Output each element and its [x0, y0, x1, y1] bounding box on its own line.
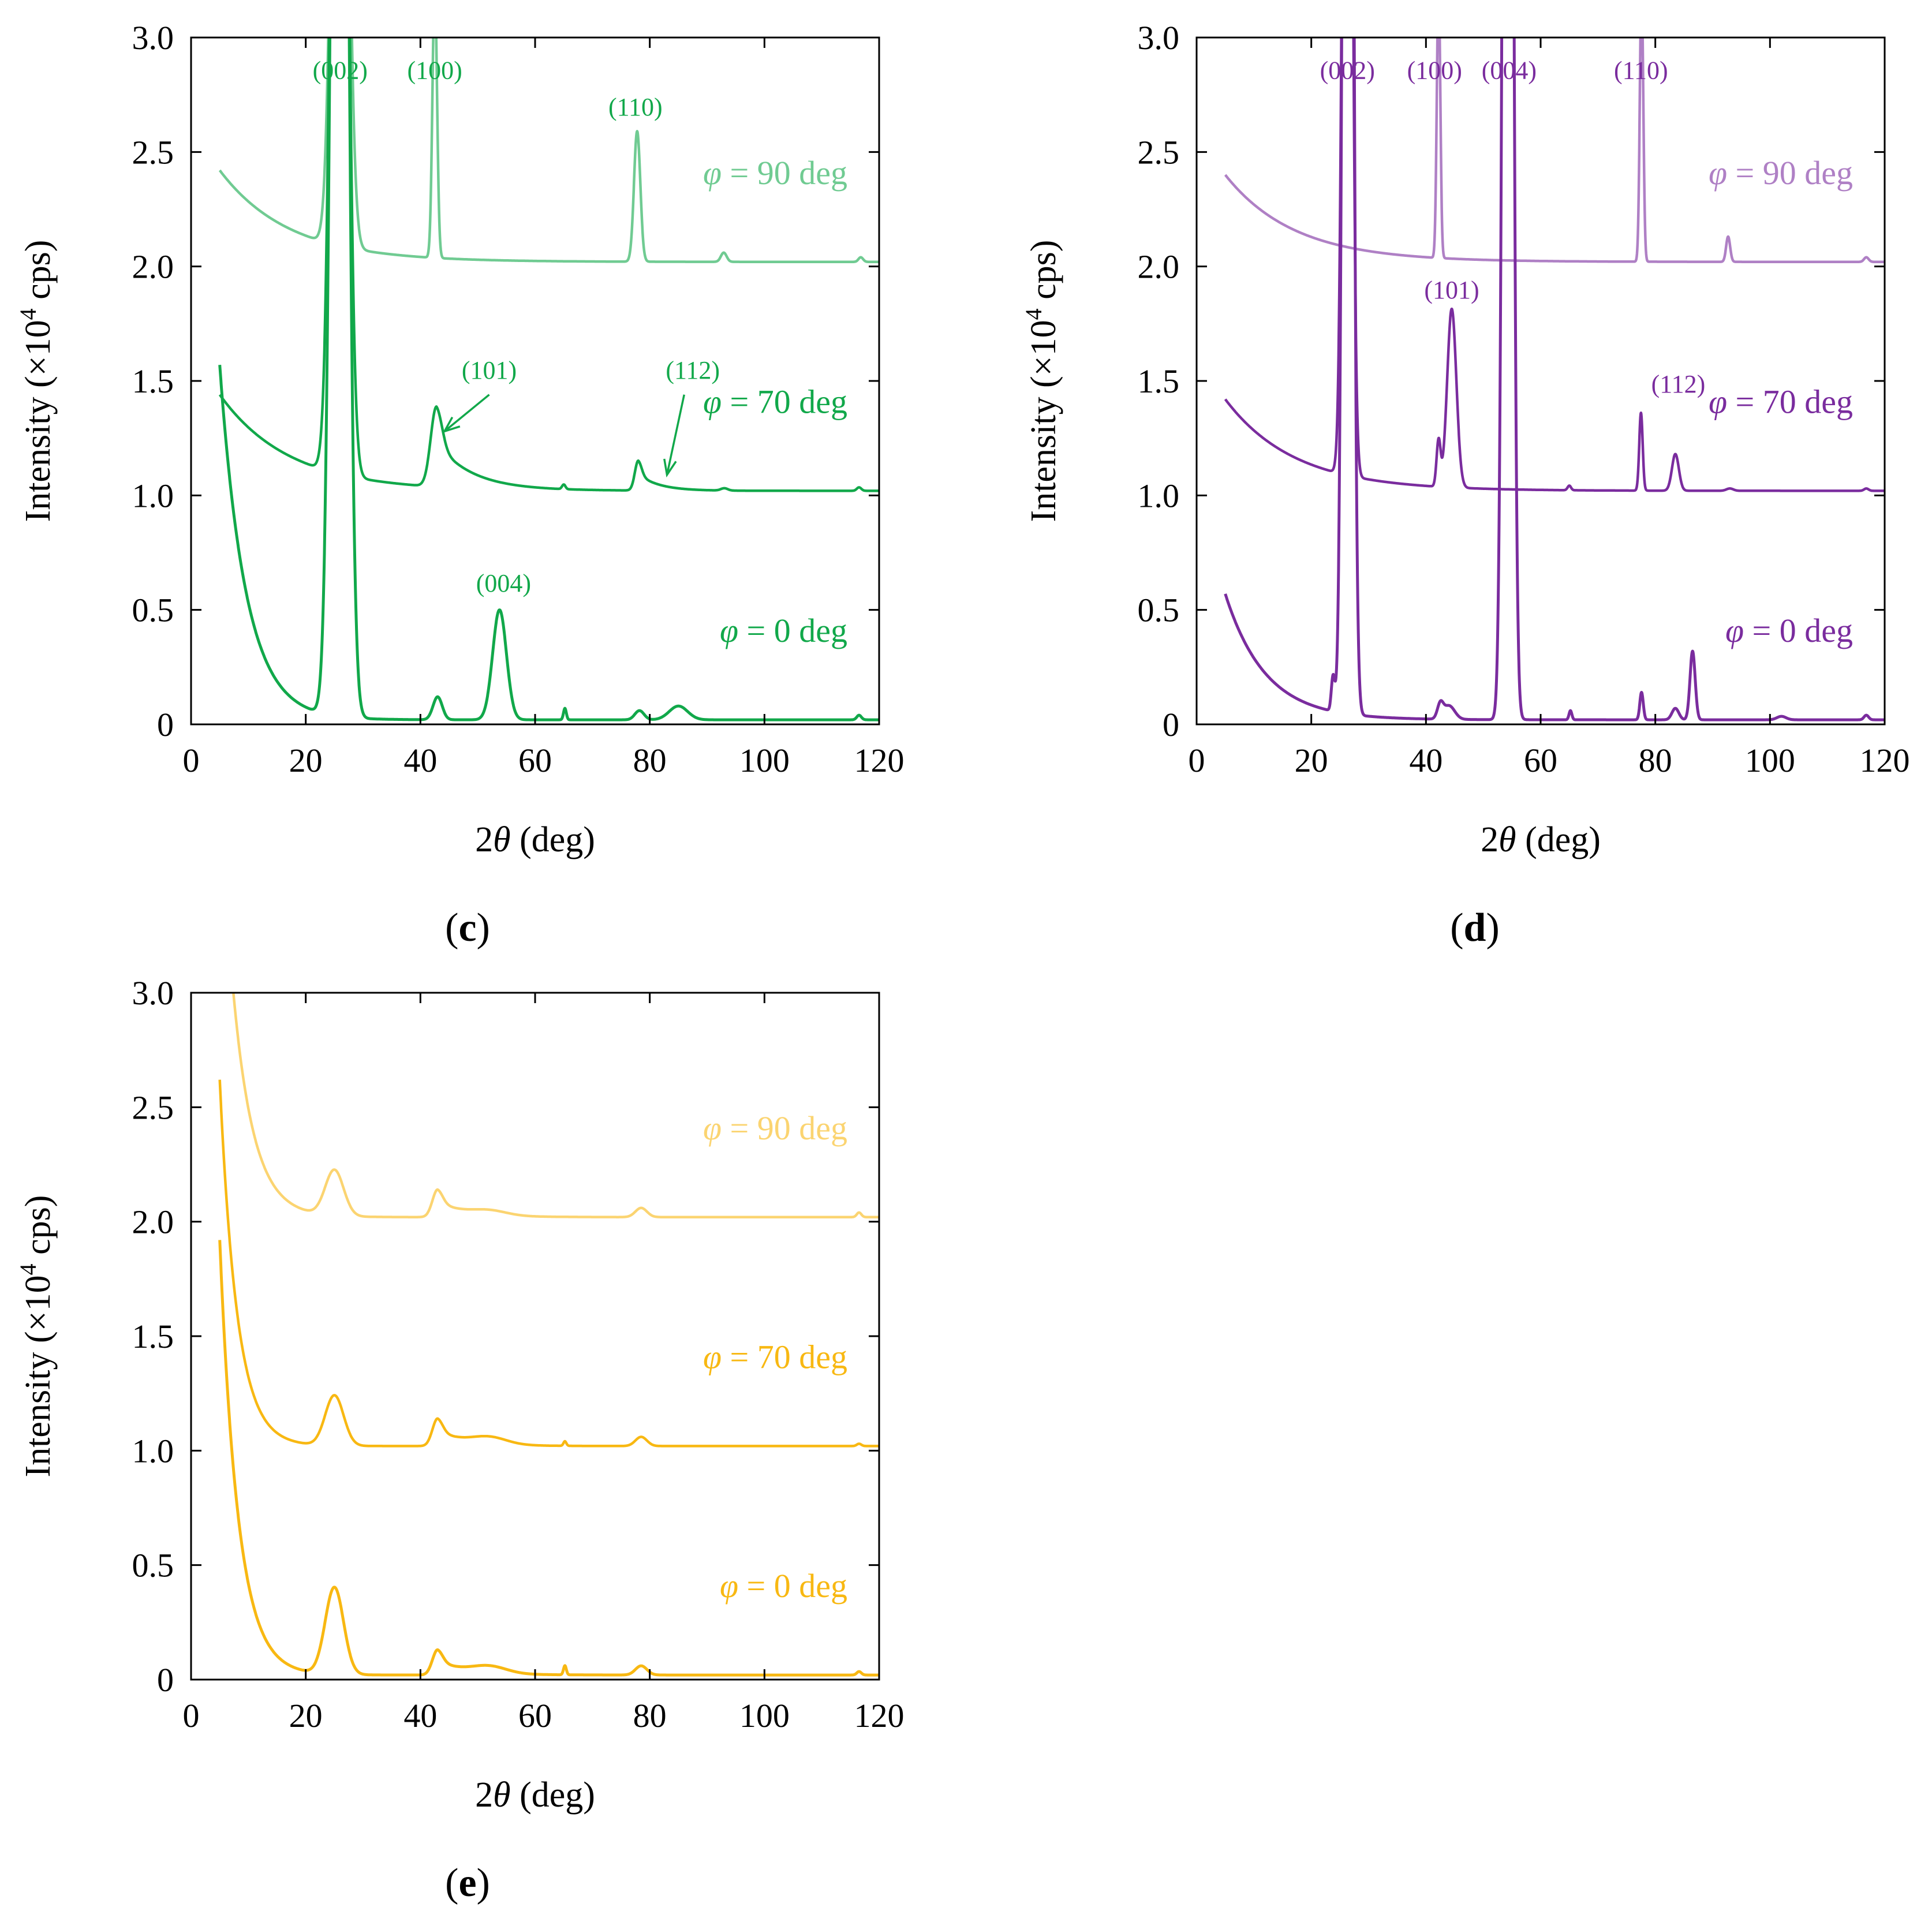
series-line-phi-70-deg — [218, 1079, 879, 1448]
peak-annotation-004: (004) — [1482, 56, 1537, 84]
x-tick-label: 20 — [1295, 742, 1328, 779]
x-tick-label: 40 — [403, 742, 437, 779]
x-tick-label: 0 — [183, 1697, 200, 1734]
x-tick-label: 60 — [518, 742, 552, 779]
peak-annotation-004: (004) — [476, 569, 531, 597]
peak-annotation-101: (101) — [1424, 276, 1479, 304]
y-axis-label: Intensity (×104 cps) — [1021, 240, 1063, 522]
y-tick-label: 0 — [157, 706, 174, 743]
y-tick-label: 2.5 — [1138, 133, 1180, 171]
y-axis-label: Intensity (×104 cps) — [15, 240, 58, 522]
series-line-phi-90-deg — [218, 38, 879, 263]
series-line-phi-70-deg — [1224, 38, 1885, 492]
x-tick-label: 40 — [403, 1697, 437, 1734]
y-tick-label: 0.5 — [1138, 592, 1180, 629]
y-tick-label: 1.5 — [132, 362, 174, 400]
panel-d: φ = 0 deg φ = 70 deg φ = 90 deg (002) (100) (… — [1021, 19, 1910, 950]
x-tick-label: 120 — [1860, 742, 1910, 779]
y-tick-label: 1.0 — [132, 477, 174, 514]
panel-c: φ = 0 deg φ = 70 deg φ = 90 deg (002) (100) (… — [15, 19, 905, 950]
series-line-phi-0-deg — [1224, 38, 1885, 721]
x-tick-label: 20 — [289, 1697, 323, 1734]
y-tick-label: 2.0 — [132, 1203, 174, 1241]
series-label-phi-70-deg: φ = 70 deg — [703, 1338, 847, 1376]
peak-annotation-110: (110) — [608, 93, 663, 121]
x-tick-label: 0 — [1189, 742, 1205, 779]
x-tick-label: 100 — [739, 1697, 790, 1734]
x-tick-label: 80 — [633, 742, 667, 779]
x-axis-label: 2θ (deg) — [475, 1775, 595, 1815]
series-label-phi-0-deg: φ = 0 deg — [720, 1567, 847, 1605]
annotation-arrowhead — [442, 416, 461, 433]
peak-annotation-101: (101) — [462, 356, 517, 384]
x-tick-label: 120 — [854, 1697, 905, 1734]
peak-annotation-100: (100) — [408, 56, 462, 84]
y-tick-label: 0.5 — [132, 592, 174, 629]
y-tick-label: 0 — [157, 1661, 174, 1699]
series-line-phi-90-deg — [232, 993, 879, 1218]
y-tick-label: 3.0 — [132, 19, 174, 57]
series-line-phi-0-deg — [218, 1240, 879, 1677]
y-tick-label: 1.0 — [132, 1432, 174, 1469]
x-tick-label: 0 — [183, 742, 200, 779]
x-axis-label: 2θ (deg) — [475, 820, 595, 859]
x-tick-label: 100 — [1745, 742, 1795, 779]
series-line-phi-70-deg — [218, 38, 879, 492]
y-tick-label: 2.5 — [132, 1089, 174, 1126]
x-tick-label: 80 — [633, 1697, 667, 1734]
x-tick-label: 120 — [854, 742, 905, 779]
peak-annotation-002: (002) — [1320, 56, 1375, 84]
y-tick-label: 3.0 — [1138, 19, 1180, 57]
peak-annotation-112: (112) — [666, 356, 720, 384]
series-label-phi-90-deg: φ = 90 deg — [1709, 154, 1853, 192]
peak-annotation-002: (002) — [313, 56, 368, 84]
x-tick-label: 20 — [289, 742, 323, 779]
y-tick-label: 1.0 — [1138, 477, 1180, 514]
y-tick-label: 1.5 — [132, 1318, 174, 1355]
panel-caption: (c) — [445, 906, 490, 950]
series-line-phi-90-deg — [1224, 38, 1885, 263]
x-tick-label: 40 — [1409, 742, 1443, 779]
y-tick-label: 0.5 — [132, 1547, 174, 1584]
peak-annotation-100: (100) — [1407, 56, 1462, 84]
x-tick-label: 60 — [1524, 742, 1557, 779]
y-tick-label: 2.0 — [1138, 248, 1180, 286]
panel-caption: (e) — [445, 1861, 490, 1905]
y-tick-label: 3.0 — [132, 974, 174, 1012]
series-label-phi-90-deg: φ = 90 deg — [703, 1109, 847, 1147]
peak-annotation-112: (112) — [1651, 370, 1706, 398]
series-label-phi-0-deg: φ = 0 deg — [720, 612, 847, 649]
annotation-arrowhead — [663, 458, 677, 478]
y-tick-label: 2.0 — [132, 248, 174, 286]
peak-annotation-110: (110) — [1614, 56, 1668, 84]
series-label-phi-90-deg: φ = 90 deg — [703, 154, 847, 192]
y-axis-label: Intensity (×104 cps) — [15, 1195, 58, 1478]
series-label-phi-70-deg: φ = 70 deg — [1709, 383, 1853, 421]
y-tick-label: 0 — [1163, 706, 1179, 743]
series-label-phi-0-deg: φ = 0 deg — [1725, 612, 1853, 649]
x-tick-label: 80 — [1639, 742, 1672, 779]
annotation-arrow — [443, 394, 490, 432]
y-tick-label: 2.5 — [132, 133, 174, 171]
x-tick-label: 60 — [518, 1697, 552, 1734]
annotation-arrow — [666, 394, 685, 476]
panel-caption: (d) — [1450, 906, 1500, 950]
x-axis-label: 2θ (deg) — [1481, 820, 1601, 859]
series-label-phi-70-deg: φ = 70 deg — [703, 383, 847, 421]
panel-e: φ = 0 deg φ = 70 deg φ = 90 deg 0 20 40 60 80 10… — [15, 974, 905, 1905]
x-tick-label: 100 — [739, 742, 790, 779]
y-tick-label: 1.5 — [1138, 362, 1180, 400]
